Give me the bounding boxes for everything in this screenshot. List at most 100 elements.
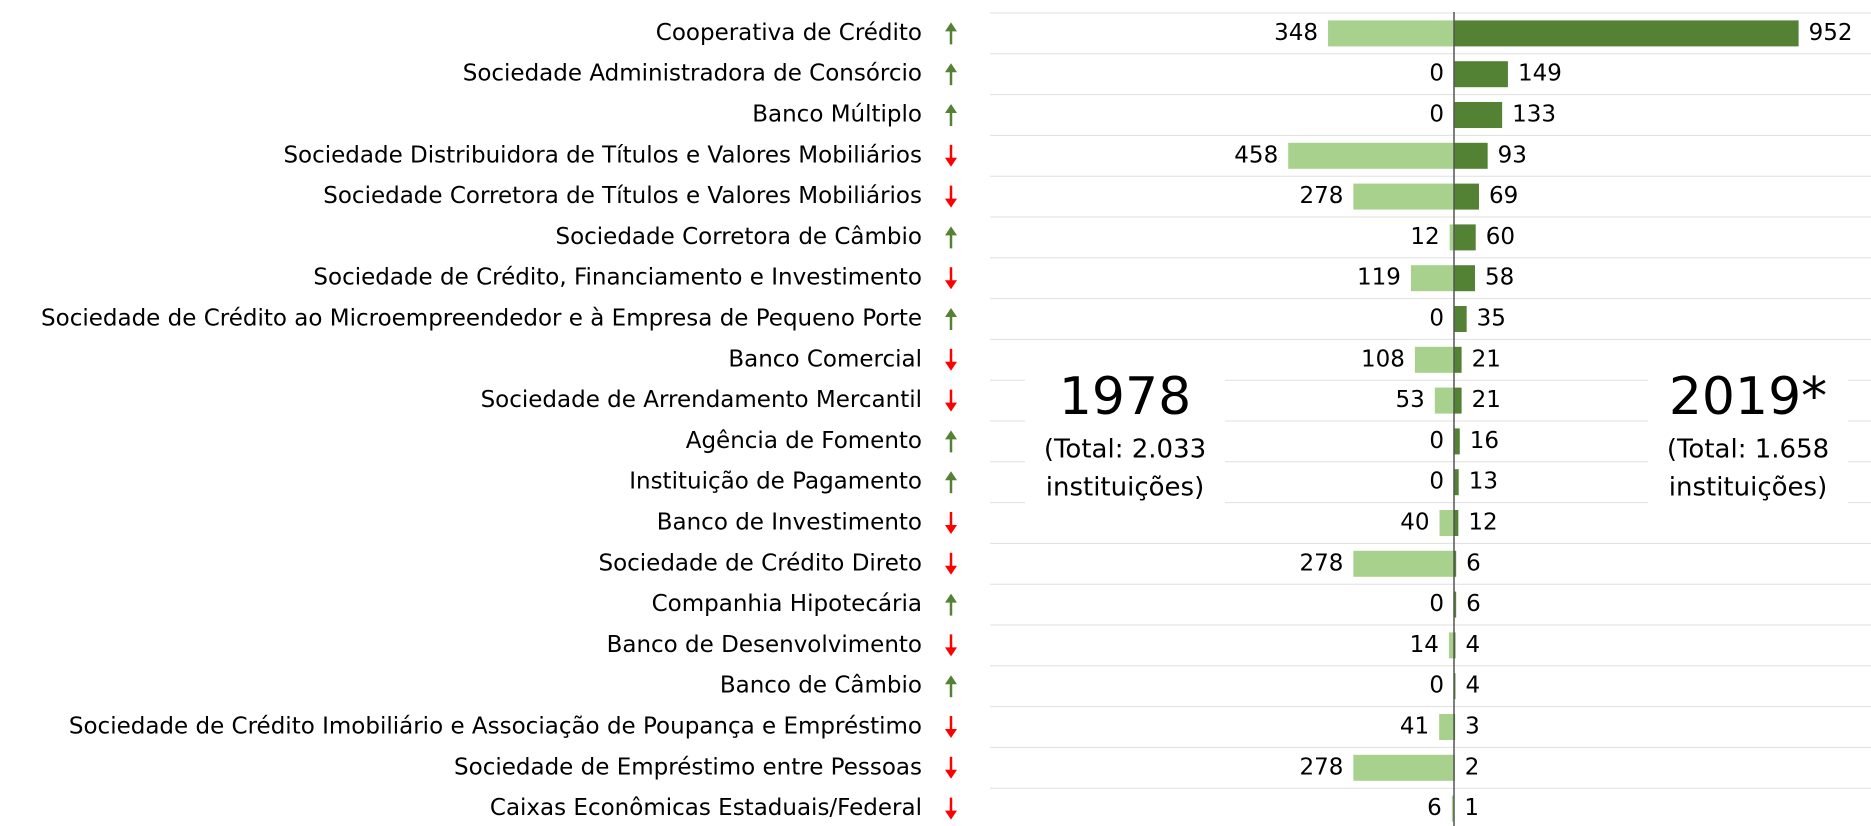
category-label: Instituição de Pagamento: [629, 469, 922, 495]
arrow-down: [945, 756, 957, 779]
annotation-total: (Total: 2.033: [1044, 435, 1206, 465]
value-label: 53: [1396, 387, 1425, 413]
category-label: Companhia Hipotecária: [652, 591, 922, 617]
value-label: 69: [1489, 183, 1518, 209]
value-label: 278: [1299, 754, 1343, 780]
bar-left: [1414, 346, 1454, 373]
arrow-up: [945, 63, 957, 86]
arrow-down: [945, 552, 957, 575]
value-label: 133: [1512, 102, 1556, 128]
category-label: Sociedade de Crédito, Financiamento e In…: [313, 265, 922, 291]
value-label: 0: [1429, 61, 1444, 87]
bar-left: [1410, 265, 1454, 292]
category-label: Sociedade de Crédito ao Microempreendedo…: [41, 306, 922, 332]
bar-left: [1288, 142, 1454, 169]
bar-left: [1353, 754, 1454, 781]
value-label: 58: [1485, 265, 1514, 291]
category-label: Sociedade Administradora de Consórcio: [463, 61, 922, 87]
bar-left: [1449, 224, 1454, 251]
value-label: 35: [1477, 306, 1506, 332]
value-label: 2: [1465, 754, 1480, 780]
bar-right: [1454, 591, 1457, 618]
category-label: Sociedade Distribuidora de Títulos e Val…: [283, 142, 922, 168]
value-label: 41: [1400, 714, 1429, 740]
bar-right: [1454, 265, 1475, 292]
bar-right: [1454, 428, 1460, 455]
value-label: 0: [1429, 428, 1444, 454]
bar-right: [1454, 142, 1488, 169]
value-label: 278: [1299, 183, 1343, 209]
arrow-up: [945, 471, 957, 494]
category-label: Banco de Investimento: [657, 510, 922, 536]
annotation-total: instituições): [1669, 473, 1827, 503]
value-label: 40: [1400, 510, 1429, 536]
value-label: 1: [1464, 795, 1479, 821]
bar-right: [1454, 510, 1459, 536]
arrow-down: [945, 267, 957, 290]
arrow-up: [945, 593, 957, 616]
bar-right: [1454, 387, 1462, 414]
annotation-bg: [1025, 365, 1225, 515]
bar-right: [1454, 61, 1508, 88]
category-label: Sociedade de Arrendamento Mercantil: [481, 387, 922, 413]
arrow-down: [945, 634, 957, 657]
bar-right: [1454, 346, 1462, 373]
category-label: Agência de Fomento: [686, 428, 922, 454]
annotation-year: 1978: [1059, 367, 1191, 427]
bar-left: [1439, 510, 1454, 536]
arrow-down: [945, 797, 957, 820]
value-label: 93: [1498, 142, 1527, 168]
value-label: 21: [1472, 387, 1501, 413]
value-label: 12: [1410, 224, 1439, 250]
value-label: 0: [1429, 469, 1444, 495]
category-label: Banco de Desenvolvimento: [607, 632, 922, 658]
category-label: Sociedade de Empréstimo entre Pessoas: [454, 754, 922, 780]
value-label: 13: [1469, 469, 1498, 495]
value-label: 458: [1234, 142, 1278, 168]
arrow-up: [945, 226, 957, 249]
arrow-down: [945, 144, 957, 167]
value-label: 0: [1429, 102, 1444, 128]
arrow-down: [945, 389, 957, 412]
bar-left: [1439, 714, 1454, 740]
value-label: 6: [1466, 591, 1481, 617]
category-label: Sociedade Corretora de Títulos e Valores…: [323, 183, 922, 209]
bar-right: [1454, 306, 1467, 332]
value-label: 3: [1465, 714, 1480, 740]
bar-right: [1454, 102, 1503, 128]
value-label: 6: [1466, 550, 1481, 576]
arrow-up: [945, 22, 957, 45]
arrow-up: [945, 104, 957, 126]
category-label: Banco Múltiplo: [752, 102, 922, 128]
arrow-down: [945, 348, 957, 371]
category-label: Banco Comercial: [728, 346, 922, 372]
bar-right: [1454, 20, 1799, 47]
bar-right: [1454, 550, 1457, 577]
value-label: 119: [1357, 265, 1401, 291]
value-label: 348: [1274, 20, 1318, 46]
category-label: Sociedade de Crédito Imobiliário e Assoc…: [69, 714, 922, 740]
annotation-total: (Total: 1.658: [1667, 435, 1829, 465]
annotation-bg: [1648, 365, 1848, 515]
bar-left: [1328, 20, 1454, 47]
value-label: 4: [1465, 673, 1480, 699]
arrow-down: [945, 185, 957, 208]
arrow-up: [945, 430, 957, 453]
category-label: Sociedade de Crédito Direto: [598, 550, 922, 576]
value-label: 0: [1429, 591, 1444, 617]
annotation-total: instituições): [1046, 473, 1204, 503]
value-label: 60: [1486, 224, 1515, 250]
value-label: 16: [1470, 428, 1499, 454]
category-label: Caixas Econômicas Estaduais/Federal: [490, 795, 922, 821]
value-label: 12: [1468, 510, 1497, 536]
bar-left: [1434, 387, 1454, 414]
bar-left: [1451, 795, 1454, 822]
bar-right: [1454, 183, 1479, 210]
arrow-up: [945, 675, 957, 698]
value-label: 108: [1361, 346, 1405, 372]
bar-right: [1454, 224, 1476, 251]
value-label: 278: [1299, 550, 1343, 576]
arrow-down: [945, 512, 957, 534]
value-label: 952: [1809, 20, 1853, 46]
